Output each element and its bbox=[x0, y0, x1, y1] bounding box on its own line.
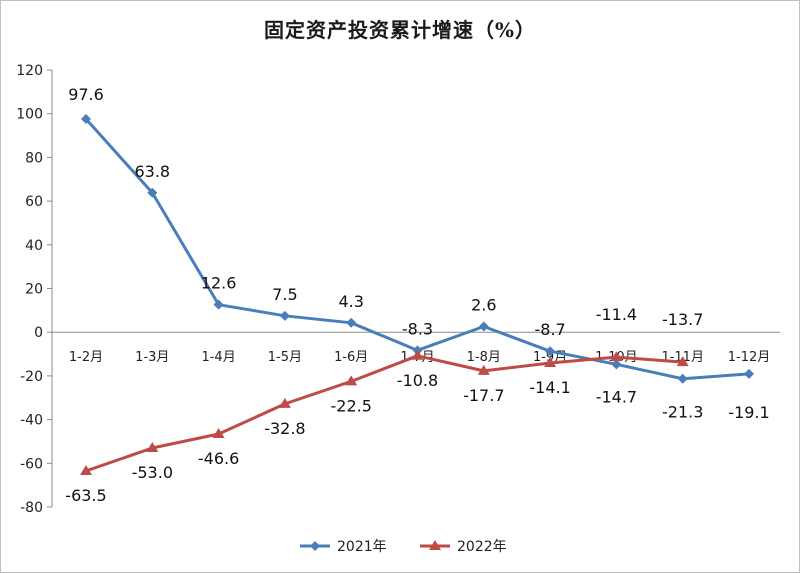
x-tick-label: 1-3月 bbox=[135, 350, 169, 365]
data-label-2022: -10.8 bbox=[397, 371, 438, 390]
data-point-2021 bbox=[545, 346, 556, 357]
data-label-2021: -21.3 bbox=[662, 403, 703, 422]
data-label-2021: 63.8 bbox=[134, 162, 170, 181]
data-label-2022: -63.5 bbox=[65, 486, 106, 505]
series-line-2022 bbox=[85, 354, 683, 473]
y-tick-label: 100 bbox=[16, 107, 43, 123]
data-label-2022: -46.6 bbox=[198, 449, 239, 468]
data-point-2022 bbox=[212, 428, 225, 439]
data-point-2022 bbox=[411, 349, 424, 360]
data-label-2021: 7.5 bbox=[272, 285, 297, 304]
data-point-2021 bbox=[346, 317, 357, 328]
data-label-2022: -14.1 bbox=[529, 378, 570, 397]
data-label-2022: -11.4 bbox=[596, 305, 637, 324]
data-point-2022 bbox=[80, 464, 92, 475]
data-label-2021: -14.7 bbox=[596, 387, 637, 406]
y-tick-label: 0 bbox=[34, 325, 43, 341]
data-label-2021: 12.6 bbox=[201, 274, 237, 293]
y-tick-label: -20 bbox=[20, 369, 43, 385]
data-label-2022: -53.0 bbox=[132, 463, 173, 482]
y-tick-label: 20 bbox=[25, 282, 43, 298]
legend-label-2021: 2021年 bbox=[337, 539, 387, 555]
legend-marker-2021 bbox=[310, 541, 320, 551]
data-point-2021 bbox=[279, 310, 290, 321]
x-tick-label: 1-8月 bbox=[467, 350, 501, 365]
data-point-2021 bbox=[478, 321, 489, 332]
y-tick-label: -80 bbox=[20, 500, 43, 516]
data-point-2022 bbox=[610, 351, 623, 362]
data-label-2021: 97.6 bbox=[68, 85, 104, 104]
legend-label-2022: 2022年 bbox=[457, 539, 507, 555]
data-point-2021 bbox=[81, 113, 91, 124]
data-point-2022 bbox=[146, 442, 159, 453]
data-point-2021 bbox=[677, 373, 688, 384]
data-label-2022: -22.5 bbox=[330, 396, 371, 415]
x-tick-label: 1-12月 bbox=[728, 350, 771, 365]
data-point-2021 bbox=[213, 299, 224, 310]
data-label-2021: -19.1 bbox=[728, 403, 769, 422]
y-tick-label: 80 bbox=[25, 150, 43, 166]
y-tick-label: -40 bbox=[20, 413, 43, 429]
x-tick-label: 1-6月 bbox=[334, 350, 368, 365]
data-label-2021: 2.6 bbox=[471, 296, 496, 315]
data-point-2022 bbox=[345, 375, 358, 386]
data-label-2022: -13.7 bbox=[662, 310, 703, 329]
chart-title: 固定资产投资累计增速（%） bbox=[263, 18, 536, 42]
data-label-2021: 4.3 bbox=[338, 292, 363, 311]
series-line-2021 bbox=[84, 117, 750, 381]
legend-marker-2022 bbox=[429, 540, 441, 550]
data-point-2021 bbox=[744, 368, 754, 379]
y-tick-label: 40 bbox=[25, 238, 43, 254]
y-tick-label: 120 bbox=[16, 63, 43, 79]
data-point-2022 bbox=[278, 397, 291, 408]
data-point-2021 bbox=[611, 359, 622, 370]
y-tick-label: 60 bbox=[25, 194, 43, 210]
data-label-2021: -8.7 bbox=[534, 320, 565, 339]
data-point-2021 bbox=[147, 187, 158, 198]
x-tick-label: 1-5月 bbox=[268, 350, 302, 365]
data-point-2022 bbox=[544, 357, 557, 368]
data-point-2022 bbox=[477, 364, 490, 375]
data-label-2022: -17.7 bbox=[463, 386, 504, 405]
x-tick-label: 1-2月 bbox=[69, 350, 103, 365]
data-label-2021: -8.3 bbox=[402, 319, 433, 338]
y-tick-label: -60 bbox=[20, 456, 43, 472]
data-point-2022 bbox=[676, 356, 689, 367]
data-label-2022: -32.8 bbox=[264, 419, 305, 438]
x-tick-label: 1-4月 bbox=[201, 350, 235, 365]
